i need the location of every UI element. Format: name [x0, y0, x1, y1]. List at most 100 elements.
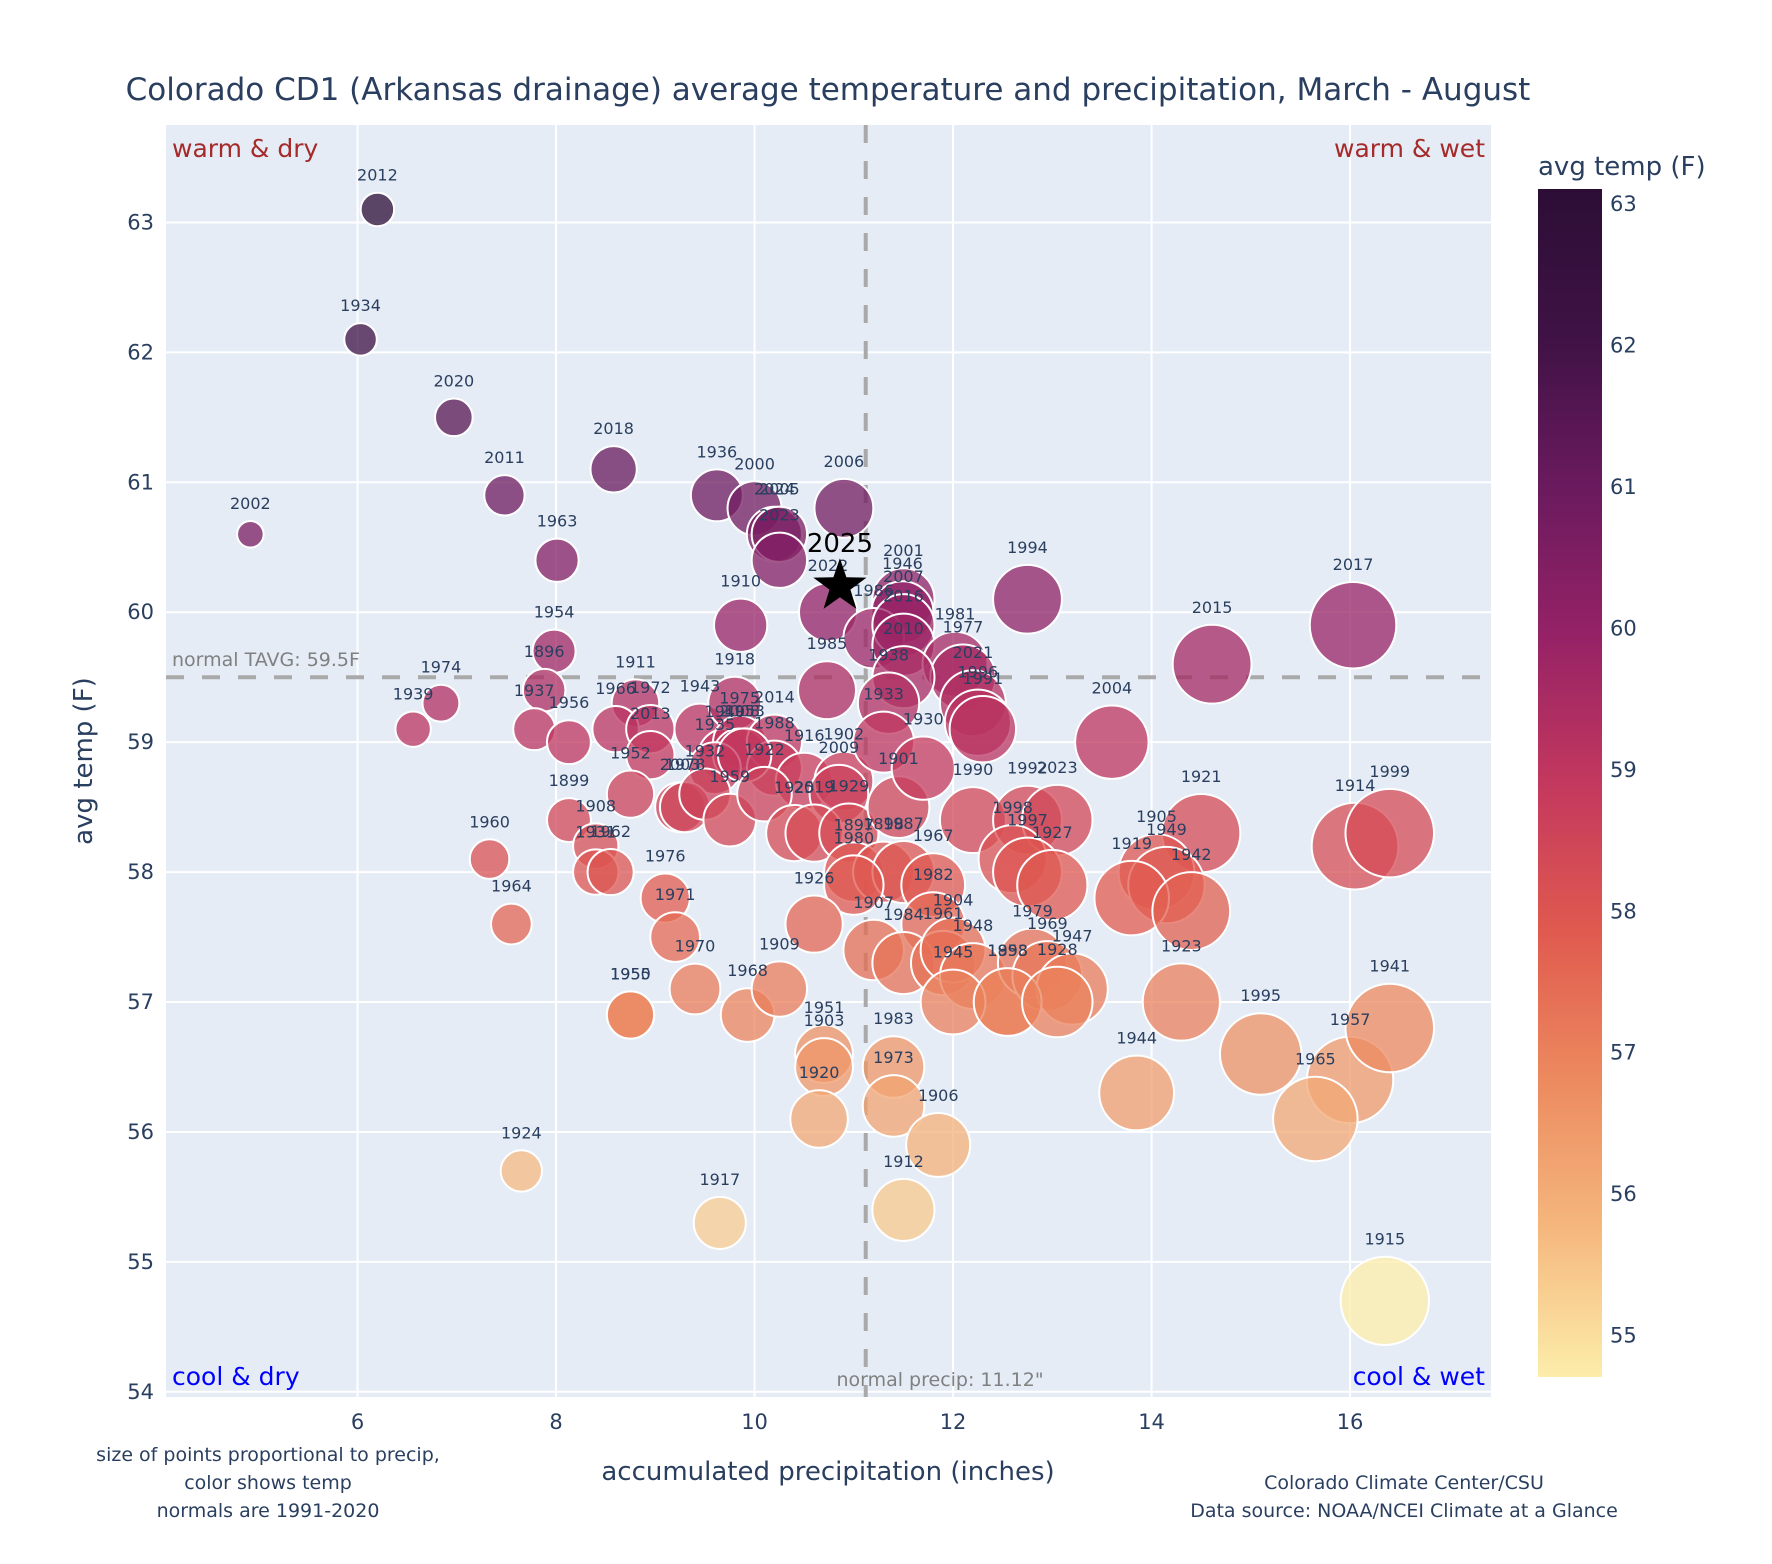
- point-label: 1915: [1364, 1230, 1405, 1249]
- data-point: [992, 563, 1063, 635]
- colorbar-tick-label: 56: [1610, 1182, 1637, 1206]
- data-point: [586, 848, 635, 897]
- quadrant-label-warm-wet: warm & wet: [1334, 134, 1485, 163]
- data-point: [823, 854, 885, 916]
- point-label: 1983: [873, 1009, 914, 1028]
- point-label: 1994: [1007, 538, 1048, 557]
- data-point: [1074, 704, 1150, 780]
- point-label: 1936: [696, 442, 737, 461]
- data-point: [421, 683, 461, 723]
- y-tick-label: 58: [127, 860, 154, 884]
- colorbar-ticks: 55 56 57 58 59 60 61 62 63: [1610, 192, 1637, 1347]
- point-label: 1985: [807, 634, 848, 653]
- point-label: 1918: [714, 650, 755, 669]
- data-point: [343, 322, 378, 357]
- data-point: [861, 1074, 926, 1138]
- normal-temp-label: normal TAVG: 59.5F: [172, 649, 360, 671]
- point-label: 2018: [593, 419, 634, 438]
- quadrant-label-warm-dry: warm & dry: [172, 134, 318, 163]
- data-point: [1021, 965, 1094, 1039]
- point-label: 1907: [853, 893, 894, 912]
- point-label: 1938: [868, 646, 909, 665]
- point-label: 2021: [953, 643, 994, 662]
- chart-title: Colorado CD1 (Arkansas drainage) average…: [126, 72, 1531, 108]
- point-label: 1920: [799, 1063, 840, 1082]
- highlight-2025: 2025: [807, 529, 873, 609]
- point-label: 2015: [1192, 598, 1233, 617]
- point-label: 1970: [675, 937, 716, 956]
- point-label: 1984: [883, 905, 924, 924]
- data-point: [890, 735, 956, 801]
- point-label: 1928: [1037, 940, 1078, 959]
- star-icon: [813, 558, 867, 609]
- point-label: 1941: [1369, 957, 1410, 976]
- data-point: [713, 597, 769, 653]
- point-label: 1922: [744, 740, 785, 759]
- data-point: [871, 1177, 936, 1242]
- point-label: 1968: [727, 961, 768, 980]
- data-point: [789, 1089, 849, 1149]
- point-label: 2003: [660, 755, 701, 774]
- point-label: 1914: [1335, 776, 1376, 795]
- data-point: [1171, 623, 1253, 705]
- point-label: 2020: [433, 372, 474, 391]
- y-tick-label: 56: [127, 1120, 154, 1144]
- point-label: 1924: [501, 1123, 542, 1142]
- point-label: 1933: [863, 685, 904, 704]
- point-label: 2023: [759, 506, 800, 525]
- x-tick-label: 8: [549, 1410, 562, 1434]
- point-label: 1977: [943, 618, 984, 637]
- x-tick-label: 14: [1138, 1410, 1165, 1434]
- data-point: [1344, 982, 1436, 1074]
- data-point: [750, 531, 809, 589]
- point-label: 1969: [1027, 914, 1068, 933]
- y-tick-label: 54: [127, 1380, 154, 1404]
- point-label: 1975: [719, 689, 760, 708]
- point-label: 1927: [1032, 823, 1073, 842]
- point-label: 1962: [590, 822, 631, 841]
- point-label: 1980: [833, 828, 874, 847]
- data-point: [784, 894, 844, 954]
- data-point: [534, 537, 580, 583]
- data-point: [948, 694, 1018, 764]
- point-label: 1978: [665, 755, 706, 774]
- point-label: 1982: [913, 865, 954, 884]
- data-point: [605, 769, 656, 819]
- data-point: [499, 1149, 543, 1193]
- point-label: 1946: [882, 554, 923, 573]
- point-label: 1988: [754, 714, 795, 733]
- footnote-left-1: size of points proportional to precip,: [96, 1444, 440, 1466]
- point-label: 1917: [699, 1170, 740, 1189]
- point-label: 1904: [933, 891, 974, 910]
- data-point: [1308, 580, 1398, 670]
- point-label: 1910: [720, 572, 761, 591]
- point-label: 1908: [575, 796, 616, 815]
- y-tick-label: 60: [127, 600, 154, 624]
- point-label: 1986: [853, 581, 894, 600]
- colorbar-tick-label: 62: [1610, 334, 1637, 358]
- point-label: 2017: [1333, 555, 1374, 574]
- data-point: [1272, 1075, 1359, 1163]
- point-label: 2014: [754, 688, 795, 707]
- colorbar-title: avg temp (F): [1538, 152, 1706, 182]
- point-label: 1991: [962, 669, 1003, 688]
- point-label: 1912: [883, 1152, 924, 1171]
- point-label: 1929: [828, 777, 869, 796]
- point-label: 2019: [794, 777, 835, 796]
- point-label: 1979: [1012, 901, 1053, 920]
- point-label: 1951: [804, 998, 845, 1017]
- point-label: 2016: [883, 587, 924, 606]
- point-label: 1896: [524, 642, 565, 661]
- point-label: 1901: [878, 749, 919, 768]
- point-label: 1903: [804, 1011, 845, 1030]
- colorbar-tick-label: 60: [1610, 616, 1637, 640]
- point-label: 1902: [824, 725, 865, 744]
- point-label: 1965: [1295, 1050, 1336, 1069]
- point-label: 1939: [393, 684, 434, 703]
- data-point: [546, 719, 592, 766]
- colorbar-tick-label: 61: [1610, 475, 1637, 499]
- data-point: [797, 660, 857, 721]
- point-label: 1998: [992, 798, 1033, 817]
